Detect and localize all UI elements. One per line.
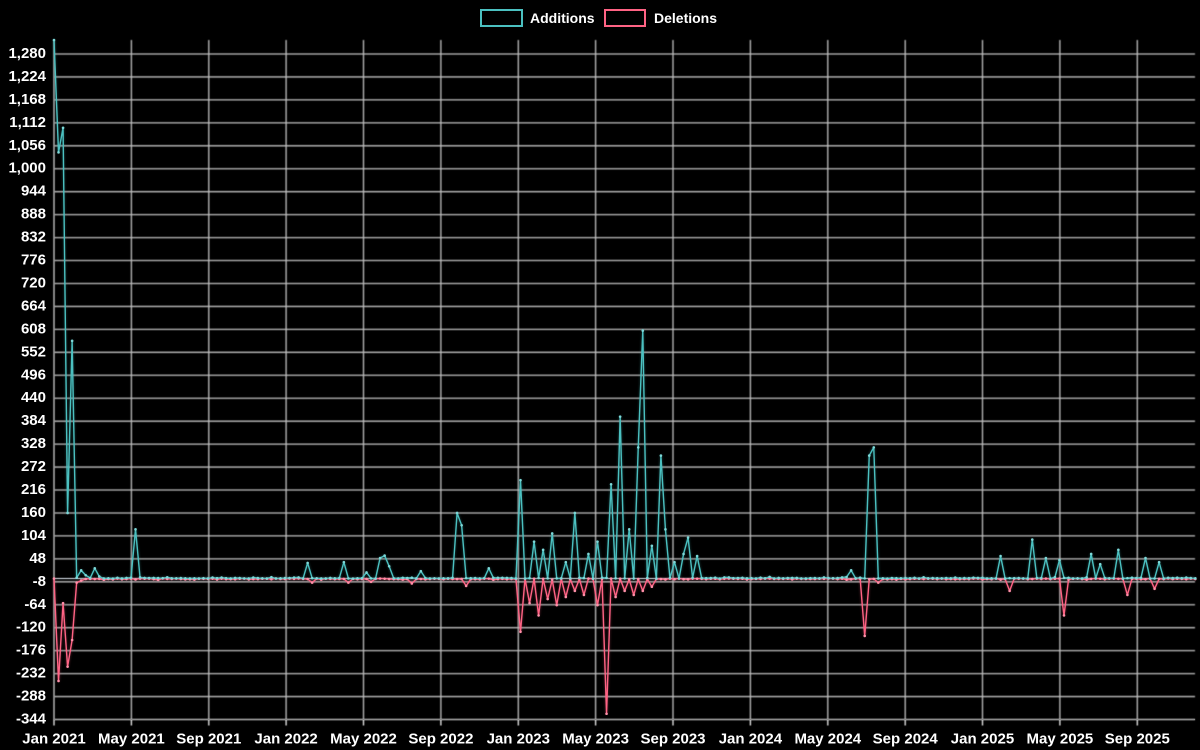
svg-text:-176: -176 [16, 642, 46, 659]
svg-text:440: 440 [21, 389, 46, 406]
svg-text:Jan 2023: Jan 2023 [487, 731, 550, 748]
svg-text:May 2022: May 2022 [330, 731, 397, 748]
svg-text:1,000: 1,000 [8, 160, 46, 177]
svg-text:944: 944 [21, 183, 47, 200]
svg-text:May 2021: May 2021 [98, 731, 165, 748]
svg-text:Jan 2022: Jan 2022 [254, 731, 317, 748]
svg-text:Jan 2021: Jan 2021 [22, 731, 85, 748]
svg-text:48: 48 [29, 550, 46, 567]
svg-text:Jan 2025: Jan 2025 [951, 731, 1014, 748]
svg-text:-344: -344 [16, 711, 47, 728]
svg-text:216: 216 [21, 481, 46, 498]
svg-text:May 2023: May 2023 [562, 731, 629, 748]
svg-text:160: 160 [21, 504, 46, 521]
svg-text:May 2024: May 2024 [794, 731, 861, 748]
svg-text:-232: -232 [16, 665, 46, 682]
svg-text:Sep 2025: Sep 2025 [1105, 731, 1170, 748]
svg-text:832: 832 [21, 229, 46, 246]
svg-text:776: 776 [21, 252, 46, 269]
svg-text:Sep 2022: Sep 2022 [408, 731, 473, 748]
svg-text:328: 328 [21, 435, 46, 452]
svg-text:-64: -64 [24, 596, 46, 613]
svg-text:-288: -288 [16, 688, 46, 705]
svg-text:608: 608 [21, 320, 46, 337]
svg-text:664: 664 [21, 297, 47, 314]
svg-text:1,056: 1,056 [8, 137, 46, 154]
svg-text:104: 104 [21, 527, 47, 544]
svg-text:888: 888 [21, 206, 46, 223]
svg-text:Jan 2024: Jan 2024 [719, 731, 783, 748]
svg-text:272: 272 [21, 458, 46, 475]
svg-text:1,168: 1,168 [8, 91, 46, 108]
svg-text:1,112: 1,112 [9, 114, 46, 131]
svg-text:May 2025: May 2025 [1027, 731, 1094, 748]
svg-text:-120: -120 [16, 619, 46, 636]
svg-text:Sep 2021: Sep 2021 [176, 731, 241, 748]
svg-text:384: 384 [21, 412, 47, 429]
svg-text:552: 552 [21, 343, 46, 360]
svg-text:496: 496 [21, 366, 46, 383]
svg-text:1,280: 1,280 [8, 45, 46, 62]
svg-text:Sep 2023: Sep 2023 [640, 731, 705, 748]
svg-text:-8: -8 [33, 573, 46, 590]
svg-text:Sep 2024: Sep 2024 [873, 731, 939, 748]
svg-text:720: 720 [21, 274, 46, 291]
svg-text:1,224: 1,224 [8, 68, 46, 85]
